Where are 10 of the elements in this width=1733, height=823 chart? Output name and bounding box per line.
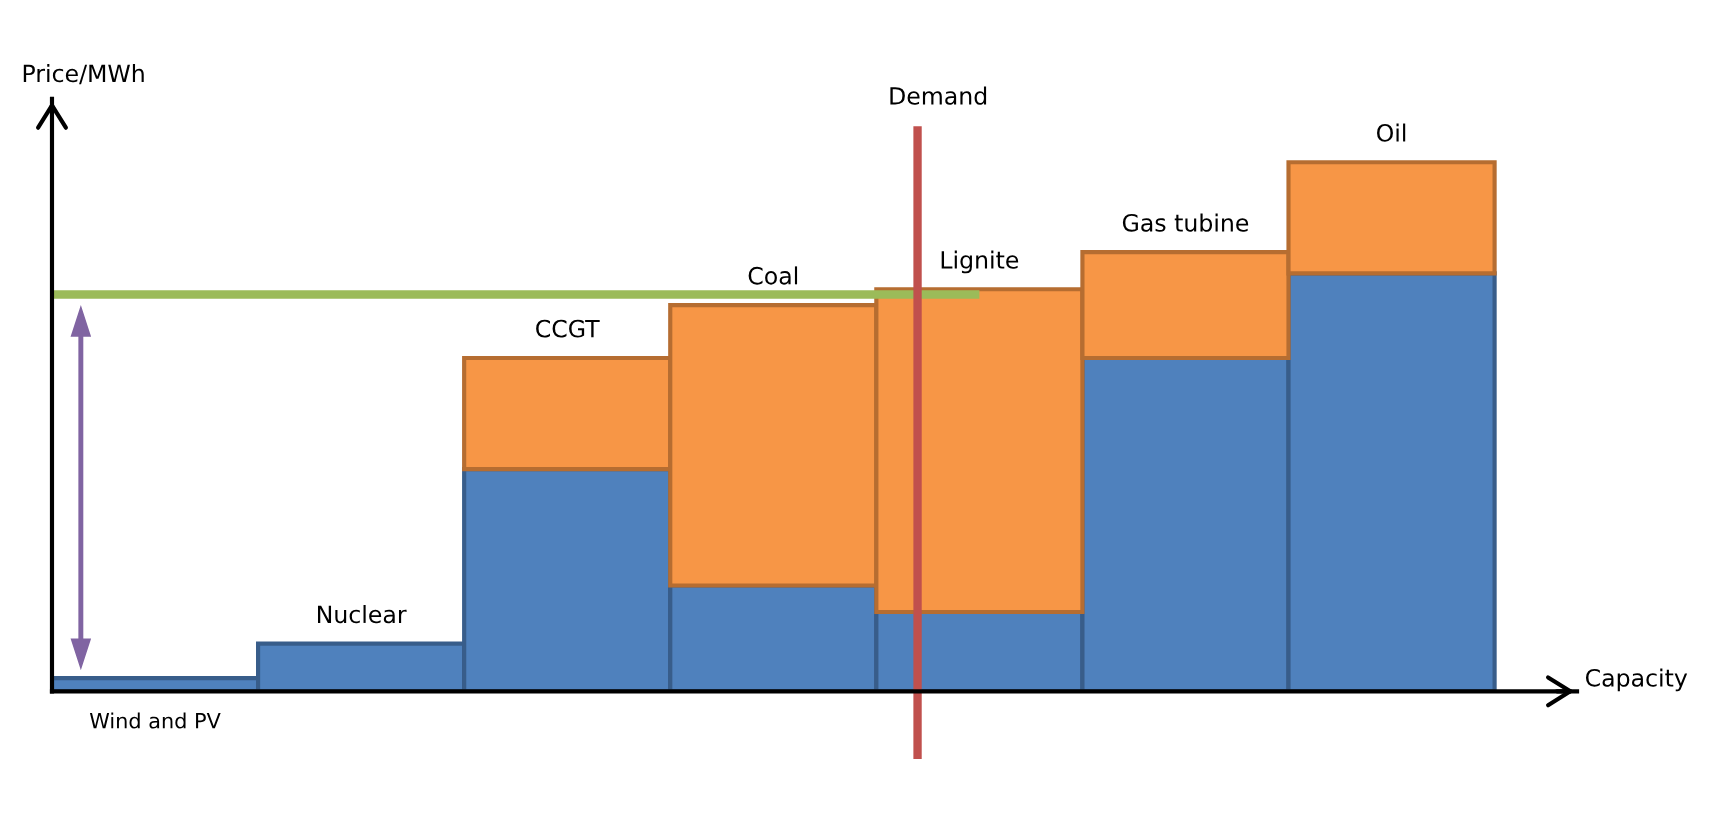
y-axis-title: Price/MWh <box>23 64 144 85</box>
x-tick-label: Gas tubine <box>1122 213 1249 232</box>
x-tick-label: Lignite <box>941 250 1019 274</box>
x-tick-label: CCGT <box>536 319 600 338</box>
x-tick-label: Coal <box>748 266 798 285</box>
ref-line-label: Demand <box>890 86 987 105</box>
x-axis-title: Capacity <box>1585 668 1688 692</box>
x-tick-label: Oil <box>1377 123 1406 142</box>
x-tick-label: Nuclear <box>318 604 407 624</box>
x-tick-label: Wind and PV <box>89 712 221 729</box>
